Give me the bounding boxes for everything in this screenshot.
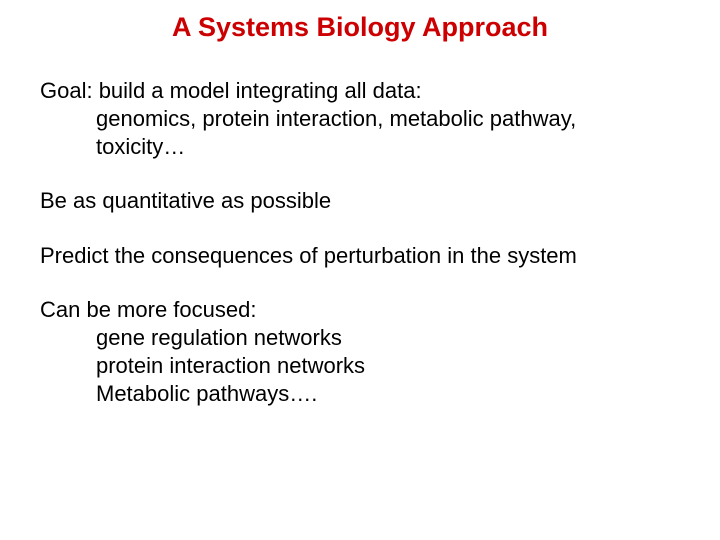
goal-lead: Goal: build a model integrating all data…: [40, 77, 680, 105]
focused-lead: Can be more focused:: [40, 296, 680, 324]
slide: A Systems Biology Approach Goal: build a…: [0, 0, 720, 540]
goal-details: genomics, protein interaction, metabolic…: [40, 105, 680, 161]
goal-detail-1: genomics, protein interaction, metabolic…: [96, 105, 680, 133]
predict-line: Predict the consequences of perturbation…: [40, 242, 680, 270]
focused-items: gene regulation networks protein interac…: [40, 324, 680, 408]
slide-title: A Systems Biology Approach: [40, 12, 680, 43]
focused-item-3: Metabolic pathways….: [96, 380, 680, 408]
focused-item-2: protein interaction networks: [96, 352, 680, 380]
goal-block: Goal: build a model integrating all data…: [40, 77, 680, 161]
focused-block: Can be more focused: gene regulation net…: [40, 296, 680, 409]
focused-item-1: gene regulation networks: [96, 324, 680, 352]
quantitative-line: Be as quantitative as possible: [40, 187, 680, 215]
goal-detail-2: toxicity…: [96, 133, 680, 161]
